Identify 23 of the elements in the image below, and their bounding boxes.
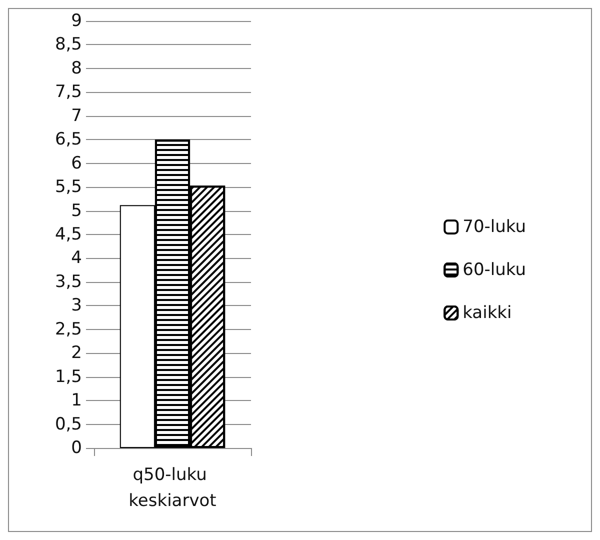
legend-label: 60-luku — [462, 260, 526, 280]
y-tick-label: 2 — [71, 343, 82, 364]
y-tick-label: 1,5 — [54, 366, 82, 387]
y-tick-label: 9 — [71, 11, 82, 31]
y-tick-label: 2,5 — [54, 319, 82, 340]
y-tick-label: 7 — [71, 106, 82, 126]
y-tick-label: 6 — [71, 153, 82, 174]
y-tick-label: 7,5 — [54, 82, 82, 102]
y-tick-label: 8 — [71, 58, 82, 78]
legend-label: 70-luku — [462, 217, 526, 237]
y-tick-label: 3 — [71, 296, 82, 316]
y-tick-label: 0 — [71, 438, 82, 458]
y-tick-label: 6,5 — [54, 130, 82, 150]
y-tick-label: 1 — [71, 390, 82, 411]
legend-label: kaikki — [462, 303, 512, 323]
x-tick-label: q50-luku keskiarvot — [128, 465, 217, 511]
y-tick-label: 5,5 — [54, 177, 82, 198]
y-tick-label: 8,5 — [54, 34, 82, 55]
y-tick-label: 5 — [71, 200, 82, 221]
y-tick-label: 0,5 — [54, 414, 82, 434]
y-tick-label: 4,5 — [54, 224, 82, 244]
y-tick-label: 3,5 — [54, 272, 82, 292]
y-tick-label: 4 — [71, 248, 82, 268]
